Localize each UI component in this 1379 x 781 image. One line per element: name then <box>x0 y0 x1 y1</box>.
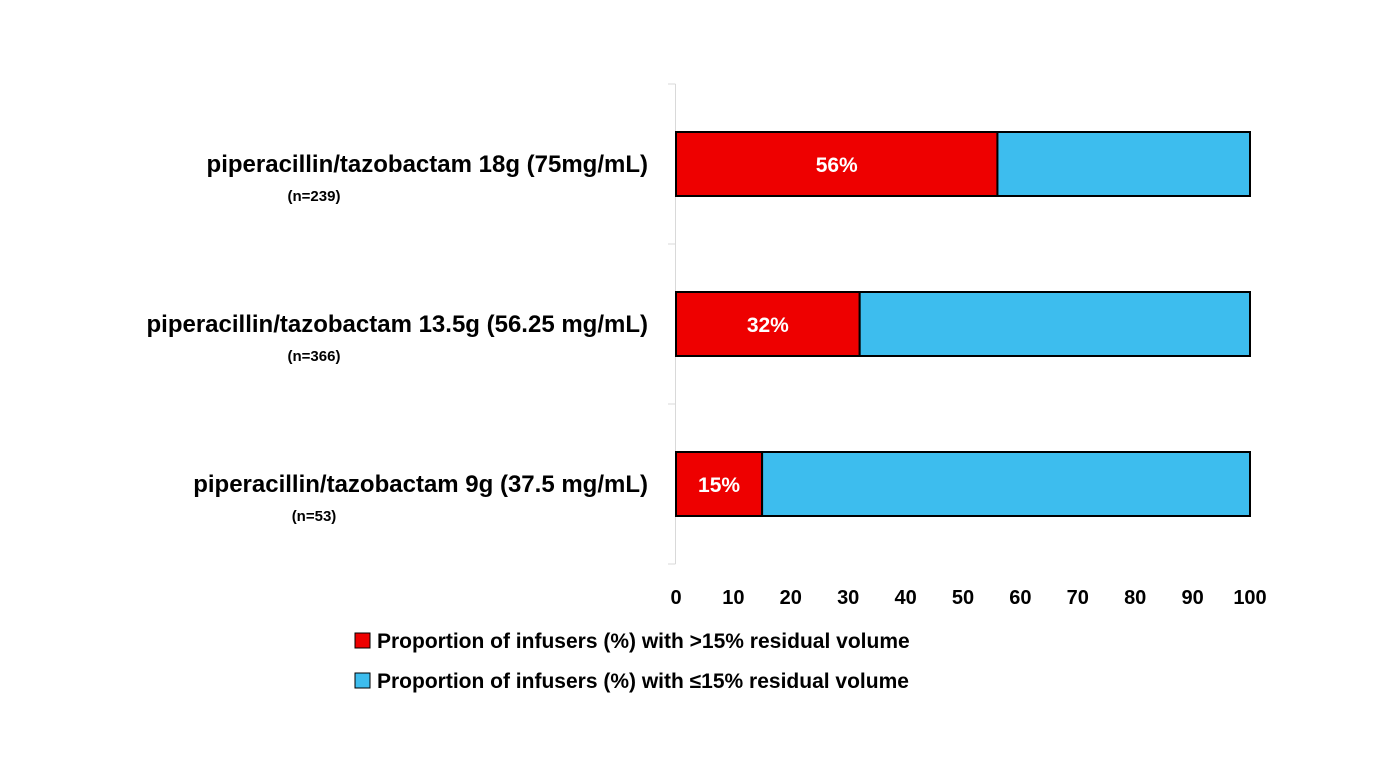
axis-layer: 0 10 20 30 40 50 60 70 80 90 100 <box>668 83 1267 609</box>
legend: Proportion of infusers (%) with >15% res… <box>354 630 910 693</box>
bar-segment <box>675 131 999 197</box>
bar-segment <box>858 291 1251 357</box>
bar-data-label: 15% <box>698 474 740 497</box>
x-tick-label: 100 <box>1233 587 1266 609</box>
category-sample-size: (n=53) <box>292 508 337 525</box>
bar-segment <box>996 131 1251 197</box>
legend-label: Proportion of infusers (%) with ≤15% res… <box>377 670 909 693</box>
bars-layer <box>675 131 1251 517</box>
category-sample-size: (n=366) <box>288 348 341 365</box>
bar-data-label: 32% <box>747 314 789 337</box>
bar-segment <box>761 451 1251 517</box>
x-tick-label: 50 <box>952 587 974 609</box>
x-tick-label: 30 <box>837 587 859 609</box>
category-label: piperacillin/tazobactam 13.5g (56.25 mg/… <box>147 311 649 338</box>
x-tick-label: 20 <box>780 587 802 609</box>
x-tick-label: 40 <box>894 587 916 609</box>
category-label: piperacillin/tazobactam 9g (37.5 mg/mL) <box>193 471 648 498</box>
x-tick-label: 10 <box>722 587 744 609</box>
legend-swatch <box>354 672 371 689</box>
x-tick-label: 60 <box>1009 587 1031 609</box>
x-tick-label: 70 <box>1067 587 1089 609</box>
category-label: piperacillin/tazobactam 18g (75mg/mL) <box>207 151 648 178</box>
x-tick-label: 80 <box>1124 587 1146 609</box>
bar-segment <box>675 291 861 357</box>
legend-label: Proportion of infusers (%) with >15% res… <box>377 630 910 653</box>
x-tick-label: 90 <box>1181 587 1203 609</box>
x-tick-label: 0 <box>670 587 681 609</box>
labels-layer: 56% piperacillin/tazobactam 18g (75mg/mL)… <box>147 151 859 525</box>
category-sample-size: (n=239) <box>288 188 341 205</box>
bar-data-label: 56% <box>816 154 858 177</box>
legend-swatch <box>354 632 371 649</box>
